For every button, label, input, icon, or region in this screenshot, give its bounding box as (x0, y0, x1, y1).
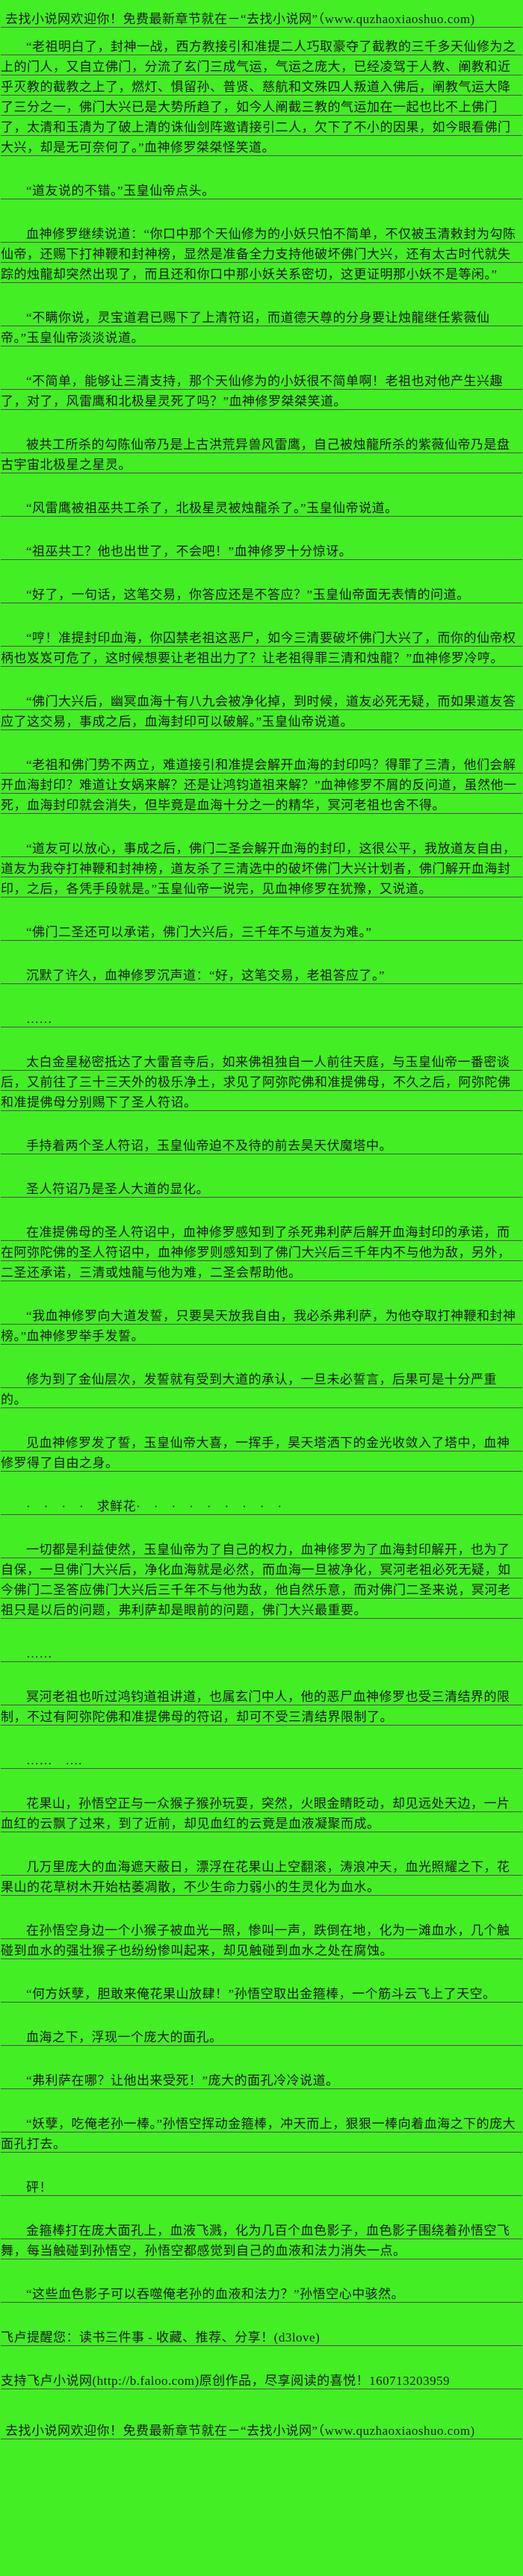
novel-paragraph: 几万里庞大的血海遮天蔽日，漂浮在花果山上空翻滚，涛浪冲天，血光照耀之下，花果山的… (1, 1857, 522, 1897)
novel-paragraph: 冥河老祖也听过鸿钧道祖讲道，也属玄门中人，他的恶尸血神修罗也受三清结界的限制，不… (1, 1687, 522, 1727)
novel-paragraph: 砰！ (1, 2177, 522, 2197)
novel-paragraph: 在准提佛母的圣人符诏中，血神修罗感知到了杀死弗利萨后解开血海封印的承诺，而在阿弥… (1, 1222, 522, 1283)
novel-reader-page: 去找小说网欢迎你！免费最新章节就在－“去找小说网”（www.quzhaoxiao… (1, 9, 522, 2441)
novel-paragraph: “弗利萨在哪？让他出来受死！”庞大的面孔冷冷说道。 (1, 2071, 522, 2091)
novel-paragraph: “老祖明白了，封神一战，西方教接引和准提二人巧取豪夺了截教的三千多天仙修为之上的… (1, 37, 522, 158)
novel-paragraph: “不简单，能够让三清支持，那个天仙修为的小妖很不简单啊！老祖也对他产生兴趣了，对… (1, 371, 522, 411)
chapter-text: “老祖明白了，封神一战，西方教接引和准提二人巧取豪夺了截教的三千多天仙修为之上的… (1, 37, 522, 2391)
novel-paragraph: 在孙悟空身边一个小猴子被血光一照，惨叫一声，跌倒在地，化为一滩血水，几个触碰到血… (1, 1920, 522, 1961)
novel-paragraph: “风雷鹰被祖巫共工杀了，北极星灵被烛龍杀了。”玉皇仙帝说道。 (1, 498, 522, 518)
novel-paragraph: “我血神修罗向大道发誓，只要昊天放我自由，我必杀弗利萨，为他夺取打神鞭和封神榜。… (1, 1306, 522, 1346)
novel-paragraph: …… (1, 1643, 522, 1664)
site-banner-top: 去找小说网欢迎你！免费最新章节就在－“去找小说网”（www.quzhaoxiao… (1, 9, 522, 29)
novel-paragraph: “佛门二圣还可以承诺，佛门大兴后，三千年不与道友为难。” (1, 922, 522, 942)
novel-paragraph: 血海之下，浮现一个庞大的面孔。 (1, 2027, 522, 2047)
novel-paragraph: · · · · 求鲜花· · · · · · · · · (1, 1496, 522, 1516)
novel-paragraph: “何方妖孽，胆敢来俺花果山放肆！”孙悟空取出金箍棒，一个筋斗云飞上了天空。 (1, 1984, 522, 2004)
novel-paragraph: “祖巫共工？他也出世了，不会吧！”血神修罗十分惊讶。 (1, 541, 522, 561)
novel-paragraph: 太白金星秘密抵达了大雷音寺后，如来佛祖独自一人前往天庭，与玉皇仙帝一番密谈后，又… (1, 1052, 522, 1113)
novel-paragraph: “不瞒你说，灵宝道君已赐下了上清符诏，而道德天尊的分身要让烛龍继任紫薇仙帝。”玉… (1, 308, 522, 348)
novel-paragraph: 支持飞卢小说网(http://b.faloo.com)原创作品，尽享阅读的喜悦！… (1, 2371, 522, 2391)
novel-paragraph: 被共工所杀的勾陈仙帝乃是上古洪荒异兽风雷鹰，自己被烛龍所杀的紫薇仙帝乃是盘古宇宙… (1, 435, 522, 475)
novel-paragraph: 手持着两个圣人符诏，玉皇仙帝迫不及待的前去昊天伏魔塔中。 (1, 1136, 522, 1156)
novel-paragraph: “道友可以放心，事成之后，佛门二圣会解开血海的封印，这很公平，我放道友自由，道友… (1, 839, 522, 899)
novel-paragraph: “好了，一句话，这笔交易，你答应还是不答应？”玉皇仙帝面无表情的问道。 (1, 585, 522, 605)
novel-paragraph: 沉默了许久，血神修罗沉声道：“好，这笔交易，老祖答应了。” (1, 965, 522, 986)
novel-paragraph: “妖孽，吃俺老孙一棒。”孙悟空挥动金箍棒，冲天而上，狠狠一棒向着血海之下的庞大面… (1, 2114, 522, 2154)
novel-paragraph: “道友说的不错。”玉皇仙帝点头。 (1, 181, 522, 201)
novel-paragraph: “老祖和佛门势不两立，难道接引和准提会解开血海的封印吗？得罪了三清，他们会解开血… (1, 755, 522, 815)
novel-paragraph: …… (1, 1009, 522, 1029)
novel-paragraph: “这些血色影子可以吞噬俺老孙的血液和法力？”孙悟空心中骇然。 (1, 2284, 522, 2304)
site-banner-bottom: 去找小说网欢迎你！免费最新章节就在－“去找小说网”（www.quzhaoxiao… (1, 2421, 522, 2441)
novel-paragraph: 见血神修罗发了誓，玉皇仙帝大喜，一挥手，昊天塔洒下的金光收敛入了塔中，血神修罗得… (1, 1433, 522, 1473)
novel-paragraph: 金箍棒打在庞大面孔上，血液飞溅，化为几百个血色影子，血色影子围绕着孙悟空飞舞，每… (1, 2221, 522, 2261)
novel-paragraph: 一切都是利益使然，玉皇仙帝为了自己的权力，血神修罗为了血海封印解开，也为了自保，… (1, 1540, 522, 1620)
novel-paragraph: “佛门大兴后，幽冥血海十有八九会被净化掉，到时候，道友必死无疑，而如果道友答应了… (1, 691, 522, 732)
novel-paragraph: 修为到了金仙层次，发誓就有受到大道的承认，一旦未必誓言，后果可是十分严重的。 (1, 1369, 522, 1410)
novel-paragraph: 飞卢提醒您：读书三件事 - 收藏、推荐、分享！(d3love) (1, 2327, 522, 2348)
novel-paragraph: 花果山，孙悟空正与一众猴子猴孙玩耍，突然，火眼金睛眨动，却见远处天边，一片血红的… (1, 1793, 522, 1834)
novel-paragraph: …… …. (1, 1750, 522, 1770)
novel-paragraph: “哼！准提封印血海，你囚禁老祖这恶尸，如今三清要破坏佛门大兴了，而你的仙帝权柄也… (1, 628, 522, 668)
novel-paragraph: 圣人符诏乃是圣人大道的显化。 (1, 1179, 522, 1199)
novel-paragraph: 血神修罗继续说道：“你口中那个天仙修为的小妖只怕不简单，不仅被玉清敕封为勾陈仙帝… (1, 224, 522, 284)
